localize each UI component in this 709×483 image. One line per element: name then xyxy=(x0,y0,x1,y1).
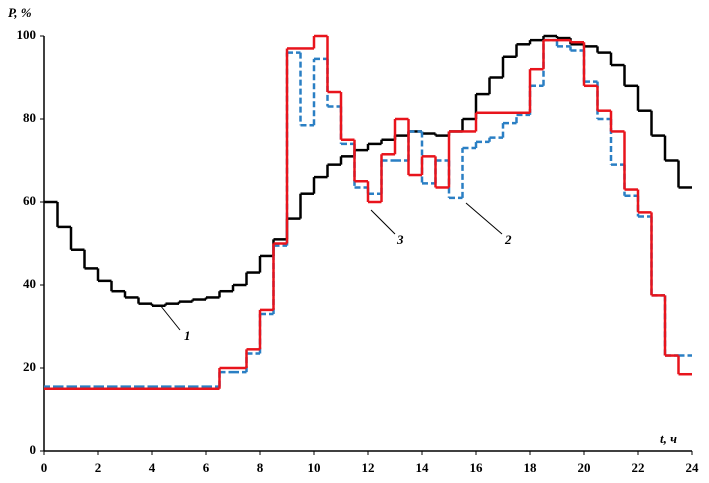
x-tick-label: 18 xyxy=(524,460,538,475)
y-tick-label: 40 xyxy=(23,276,36,291)
x-tick-label: 10 xyxy=(308,460,321,475)
x-tick-label: 12 xyxy=(362,460,375,475)
leader-line xyxy=(465,202,503,235)
leader-line xyxy=(370,209,396,235)
y-tick-label: 0 xyxy=(30,442,37,457)
x-tick-label: 22 xyxy=(632,460,645,475)
x-tick-label: 4 xyxy=(149,460,156,475)
y-tick-label: 20 xyxy=(23,359,36,374)
x-tick-label: 16 xyxy=(470,460,484,475)
x-tick-label: 6 xyxy=(203,460,210,475)
x-tick-label: 0 xyxy=(41,460,48,475)
x-tick-label: 2 xyxy=(95,460,102,475)
leader-line xyxy=(159,304,181,331)
series-label: 1 xyxy=(184,328,191,343)
x-tick-label: 8 xyxy=(257,460,264,475)
y-tick-label: 80 xyxy=(23,110,36,125)
x-axis-title: t, ч xyxy=(660,431,677,446)
y-axis-title: P, % xyxy=(8,5,32,20)
series-label: 2 xyxy=(504,232,512,247)
series-label: 3 xyxy=(396,232,404,247)
x-tick-label: 20 xyxy=(578,460,591,475)
x-tick-label: 24 xyxy=(686,460,700,475)
x-tick-label: 14 xyxy=(416,460,430,475)
y-tick-label: 60 xyxy=(23,193,36,208)
y-tick-label: 100 xyxy=(17,27,37,42)
